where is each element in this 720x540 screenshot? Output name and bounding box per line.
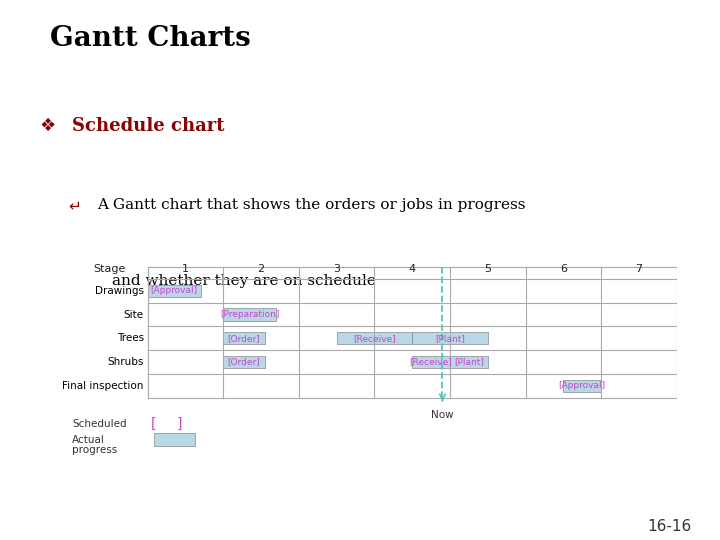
Text: ↵: ↵ — [68, 198, 81, 213]
Text: 16-16: 16-16 — [647, 519, 691, 534]
Text: [Plant]: [Plant] — [454, 357, 484, 367]
Text: Scheduled: Scheduled — [72, 418, 127, 429]
Text: A Gantt chart that shows the orders or jobs in progress: A Gantt chart that shows the orders or j… — [97, 198, 526, 212]
Bar — [148, 285, 200, 297]
Bar — [450, 356, 488, 368]
Bar — [563, 380, 601, 392]
Text: 7: 7 — [636, 264, 642, 274]
Text: Schedule chart: Schedule chart — [72, 117, 225, 135]
Bar — [223, 308, 276, 321]
Bar — [412, 356, 450, 368]
Text: [Receive]: [Receive] — [410, 357, 452, 367]
Text: ]: ] — [176, 416, 182, 430]
Text: Site: Site — [124, 309, 144, 320]
Text: [Plant]: [Plant] — [435, 334, 465, 343]
Text: 5: 5 — [485, 264, 491, 274]
Bar — [336, 332, 412, 345]
Text: [Receive]: [Receive] — [353, 334, 396, 343]
Text: progress: progress — [72, 446, 117, 455]
Bar — [223, 332, 265, 345]
Text: [: [ — [151, 416, 156, 430]
Bar — [412, 332, 488, 345]
Text: [Approval]: [Approval] — [559, 381, 606, 390]
Text: [Order]: [Order] — [228, 334, 261, 343]
Bar — [153, 433, 195, 447]
Text: ❖: ❖ — [40, 117, 55, 135]
Text: 1: 1 — [182, 264, 189, 274]
Text: [Preparation]: [Preparation] — [220, 310, 279, 319]
Bar — [223, 356, 265, 368]
Text: Final inspection: Final inspection — [63, 381, 144, 391]
Text: [Order]: [Order] — [228, 357, 261, 367]
Text: Shrubs: Shrubs — [107, 357, 144, 367]
Text: 2: 2 — [258, 264, 264, 274]
Text: 3: 3 — [333, 264, 340, 274]
Text: Drawings: Drawings — [95, 286, 144, 296]
Text: Actual: Actual — [72, 435, 105, 445]
Text: 6: 6 — [560, 264, 567, 274]
Text: Stage: Stage — [94, 264, 126, 274]
Text: Now: Now — [431, 410, 454, 420]
Text: [Approval]: [Approval] — [150, 286, 197, 295]
Text: 4: 4 — [409, 264, 415, 274]
Text: Trees: Trees — [117, 333, 144, 343]
Text: and whether they are on schedule: and whether they are on schedule — [112, 274, 375, 288]
Text: Gantt Charts: Gantt Charts — [50, 25, 251, 52]
